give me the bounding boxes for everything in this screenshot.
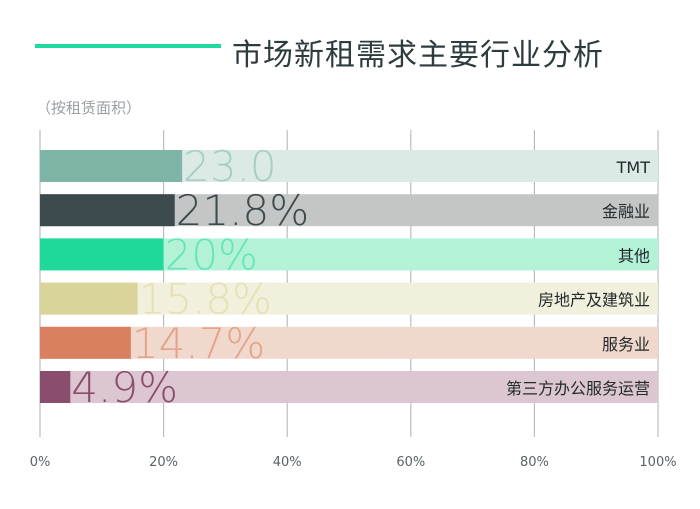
bar-track: [40, 326, 658, 359]
x-tick-label: 40%: [273, 455, 302, 470]
title-accent-line: [35, 44, 221, 48]
category-label: 服务业: [602, 335, 650, 354]
value-label: 23.0: [183, 142, 277, 191]
category-label: 金融业: [602, 202, 650, 221]
bar-track: [40, 371, 658, 403]
chart-subtitle: （按租赁面积）: [36, 99, 142, 117]
bar: [40, 371, 71, 403]
category-label: 房地产及建筑业: [538, 291, 650, 310]
category-label: 第三方办公服务运营: [506, 379, 650, 398]
bar: [40, 150, 183, 182]
x-tick-label: 100%: [639, 455, 676, 470]
category-label: 其他: [618, 246, 650, 265]
chart-title: 市场新租需求主要行业分析: [232, 38, 604, 73]
x-tick-label: 20%: [149, 455, 178, 470]
bar: [40, 282, 138, 315]
value-label: 4.9%: [71, 363, 178, 412]
bar: [40, 326, 131, 359]
x-tick-label: 0%: [30, 455, 51, 470]
value-label: 21.8%: [176, 186, 309, 235]
bar: [40, 238, 164, 271]
bar: [40, 194, 175, 227]
value-label: 15.8%: [139, 275, 272, 324]
value-label: 20%: [165, 230, 258, 279]
x-tick-label: 60%: [396, 455, 425, 470]
x-tick-label: 80%: [520, 455, 549, 470]
bar-track: [40, 282, 658, 315]
value-label: 14.7%: [132, 319, 265, 368]
category-label: TMT: [616, 158, 651, 177]
